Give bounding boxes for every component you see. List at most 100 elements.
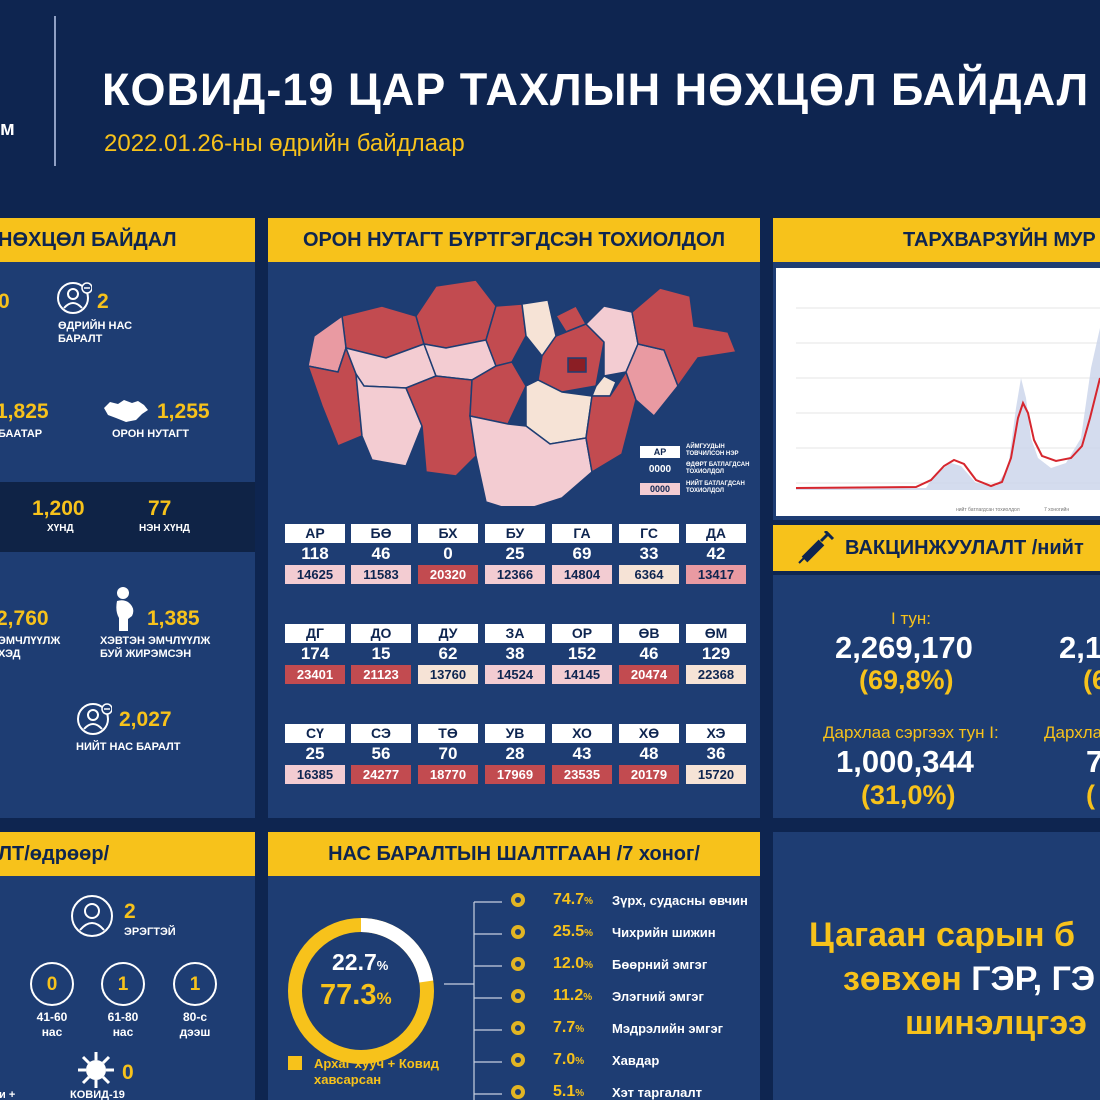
heart-icon <box>508 890 528 910</box>
region-code: БХ <box>418 524 478 543</box>
region-cell: БӨ 46 11583 <box>351 524 411 584</box>
region-daily-cases: 15 <box>371 644 391 663</box>
person-minus-icon <box>76 701 113 737</box>
region-code: АР <box>285 524 345 543</box>
vaccination-panel: ВАКЦИНЖУУЛАЛТ /нийт I тун: 2,269,170 (69… <box>773 525 1100 818</box>
region-code: СЭ <box>351 724 411 743</box>
cause-percent: 5.1% <box>553 1083 585 1100</box>
region-total-cases: 13760 <box>418 665 478 684</box>
virus-icon <box>76 1050 116 1090</box>
booster2-pct: ( <box>1086 780 1095 810</box>
region-code: ДУ <box>418 624 478 643</box>
syringe-icon <box>795 529 835 567</box>
region-total-cases: 11583 <box>351 565 411 584</box>
male-deaths-value: 2 <box>124 900 136 923</box>
covid-deaths-label: КОВИД-19 <box>70 1089 125 1100</box>
hospitalized-value: 2,760 <box>0 607 49 630</box>
region-daily-cases: 38 <box>505 644 525 663</box>
rural-cases-value: 1,255 <box>157 400 210 423</box>
region-cell: ХО 43 23535 <box>552 724 612 784</box>
ub-cases-value: 1,825 <box>0 400 49 423</box>
dose1-pct: (69,8%) <box>859 665 954 695</box>
message-panel: Цагаан сарын б зөвхөн ГЭР, ГЭ шинэлцгээ <box>773 832 1100 1100</box>
region-cell: ЗА 38 14524 <box>485 624 545 684</box>
region-cell: ГС 33 6364 <box>619 524 679 584</box>
dose2-pct: (6 <box>1083 665 1100 695</box>
trend-line-7day <box>795 377 1100 489</box>
total-deaths-label: НИЙТ НАС БАРАЛТ <box>76 741 181 753</box>
header-divider <box>54 16 56 166</box>
top-left-value: 0 <box>0 290 10 313</box>
donut-outer-label: 77.3% <box>320 979 392 1011</box>
cause-percent: 7.0% <box>553 1051 585 1068</box>
vaccination-heading: ВАКЦИНЖУУЛАЛТ /нийт <box>845 537 1084 559</box>
region-total-cases: 23535 <box>552 765 612 784</box>
region-code: БӨ <box>351 524 411 543</box>
region-cell: ӨВ 46 20474 <box>619 624 679 684</box>
region-total-cases: 14145 <box>552 665 612 684</box>
region-code: ТӨ <box>418 724 478 743</box>
region-code: ӨВ <box>619 624 679 643</box>
critical-label: НЭН ХҮНД <box>139 523 190 534</box>
cause-label: Бөөрний эмгэг <box>612 957 708 972</box>
cause-donut-chart <box>288 918 434 1064</box>
region-code: ЗА <box>485 624 545 643</box>
booster1-label: Дархлаа сэргээх тун I: <box>823 723 999 742</box>
region-total-cases: 15720 <box>686 765 746 784</box>
region-code: ХО <box>552 724 612 743</box>
region-daily-cases: 25 <box>305 744 325 763</box>
map-region-dornod <box>631 287 738 388</box>
donut-legend-label: Архаг хууч + Ковид хавсарсан <box>314 1056 439 1087</box>
hospitalized-label: ЭМЧЛҮҮЛЖ ХЭД <box>0 635 61 660</box>
region-daily-cases: 62 <box>438 644 458 663</box>
map-region-ulaanbaatar <box>567 357 587 373</box>
critical-value: 77 <box>148 497 172 520</box>
region-cell: ДУ 62 13760 <box>418 624 478 684</box>
region-cell: СЭ 56 24277 <box>351 724 411 784</box>
map-region-khuvsgul <box>415 279 497 349</box>
booster2-label: Дархла <box>1044 723 1100 742</box>
dose1-value: 2,269,170 <box>835 630 973 665</box>
region-total-cases: 24277 <box>351 765 411 784</box>
liver-icon <box>508 986 528 1006</box>
region-code: БУ <box>485 524 545 543</box>
severe-label: ХҮНД <box>47 523 74 534</box>
age-group-value: 0 <box>46 974 58 995</box>
booster1-pct: (31,0%) <box>861 780 956 810</box>
region-daily-cases: 129 <box>701 644 731 663</box>
region-daily-cases: 48 <box>639 744 659 763</box>
region-code: СҮ <box>285 724 345 743</box>
cause-label: Хэт таргалалт <box>612 1085 702 1100</box>
region-daily-cases: 56 <box>371 744 391 763</box>
age-group-label: 61-80 нас <box>107 1010 139 1039</box>
booster2-value: 7 <box>1086 744 1100 779</box>
region-cell: ӨМ 129 22368 <box>686 624 746 684</box>
cause-label: Элэгний эмгэг <box>612 989 704 1004</box>
person-minus-icon <box>56 280 93 316</box>
regional-heading: ОРОН НУТАГТ БҮРТГЭГДСЭН ТОХИОЛДОЛ <box>268 218 760 262</box>
age-group-ring: 0 <box>30 962 74 1006</box>
region-total-cases: 12366 <box>485 565 545 584</box>
severity-band <box>0 482 255 552</box>
cause-percent: 7.7% <box>553 1019 585 1036</box>
region-daily-cases: 118 <box>301 544 329 563</box>
cause-label: Чихрийн шижин <box>612 925 716 940</box>
cause-percent: 11.2% <box>553 987 593 1004</box>
cause-connector-lines <box>444 901 502 1100</box>
age-group-label: 41-60 нас <box>36 1010 68 1039</box>
message-line-2: зөвхөн ГЭР, ГЭ <box>843 960 1096 998</box>
region-daily-cases: 152 <box>567 644 597 663</box>
legend-daily-box: 0000 <box>648 464 672 475</box>
region-total-cases: 14524 <box>485 665 545 684</box>
region-cell: ХӨ 48 20179 <box>619 724 679 784</box>
region-cell: ХЭ 36 15720 <box>686 724 746 784</box>
legend-total-box: 0000 <box>640 483 680 495</box>
person-icon <box>508 1082 528 1100</box>
trend-heading: ТАРХВАРЗҮЙН МУР <box>773 218 1100 262</box>
region-total-cases: 16385 <box>285 765 345 784</box>
region-total-cases: 20179 <box>619 765 679 784</box>
donut-segment-other <box>288 918 434 1064</box>
situation-heading: НӨХЦӨЛ БАЙДАЛ <box>0 218 255 262</box>
brain-icon <box>508 1018 528 1038</box>
trend-chart: нийт батлагдсан тохиолдол 7 хоногийн <box>776 268 1100 516</box>
